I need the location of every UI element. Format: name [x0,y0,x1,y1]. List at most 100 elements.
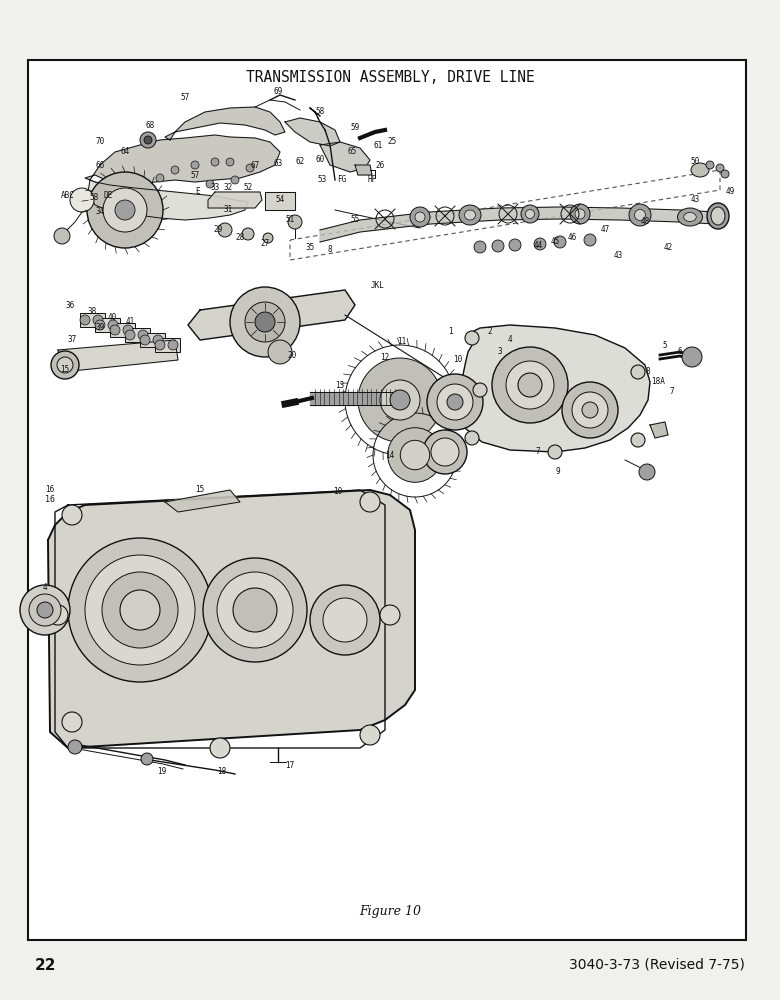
Circle shape [245,302,285,342]
Circle shape [390,390,410,410]
Circle shape [380,605,400,625]
Ellipse shape [521,205,539,223]
Text: 64: 64 [120,147,129,156]
Bar [110,323,135,337]
Circle shape [62,712,82,732]
Circle shape [87,172,163,248]
Circle shape [37,602,53,618]
Text: 2: 2 [488,328,492,336]
Text: E: E [196,188,200,196]
Polygon shape [320,142,370,172]
Circle shape [631,433,645,447]
Circle shape [102,572,178,648]
Text: 38: 38 [87,308,97,316]
Circle shape [506,361,554,409]
Text: 7: 7 [670,387,675,396]
Circle shape [380,380,420,420]
Circle shape [203,558,307,662]
Text: Figure 10: Figure 10 [359,906,421,918]
Text: 43: 43 [690,196,700,205]
Text: 14: 14 [385,450,395,460]
Text: 5: 5 [663,340,668,350]
Circle shape [360,725,380,745]
Polygon shape [58,340,178,372]
Circle shape [103,188,147,232]
Text: 11: 11 [397,338,406,347]
Text: 6: 6 [678,348,682,357]
Text: 16: 16 [45,486,55,494]
Circle shape [572,392,608,428]
Circle shape [246,164,254,172]
Circle shape [706,161,714,169]
Circle shape [95,320,105,330]
Circle shape [57,357,73,373]
Text: 40: 40 [108,314,117,322]
Circle shape [231,176,239,184]
Text: 10: 10 [453,356,463,364]
Circle shape [54,228,70,244]
Circle shape [156,174,164,182]
Ellipse shape [629,204,651,226]
Text: 37: 37 [67,336,76,344]
Text: 27: 27 [261,238,270,247]
Circle shape [70,188,94,212]
Text: 16: 16 [45,495,55,504]
Text: 12: 12 [381,354,390,362]
Circle shape [582,402,598,418]
Text: 53: 53 [317,176,327,184]
Circle shape [473,383,487,397]
Circle shape [639,464,655,480]
Circle shape [80,315,90,325]
Text: 18A: 18A [651,377,665,386]
Circle shape [168,340,178,350]
Circle shape [631,365,645,379]
Text: 36: 36 [66,300,75,310]
Circle shape [211,158,219,166]
Text: 50: 50 [690,157,700,166]
Text: 8: 8 [646,367,651,376]
Circle shape [226,158,234,166]
Text: 39: 39 [95,324,105,332]
Circle shape [242,228,254,240]
Text: 35: 35 [306,242,314,251]
Text: 7: 7 [536,448,541,456]
Text: 15: 15 [195,486,204,494]
Circle shape [465,431,479,445]
Circle shape [388,428,442,482]
Text: 22: 22 [35,958,56,972]
Text: 52: 52 [243,184,253,192]
Circle shape [153,335,163,345]
Text: 34: 34 [95,208,105,217]
Text: 41: 41 [126,318,135,326]
Text: 19: 19 [158,768,167,776]
Circle shape [68,538,212,682]
Text: ABC: ABC [61,190,75,200]
Circle shape [48,605,68,625]
Text: JKL: JKL [371,280,385,290]
Text: 55: 55 [350,216,360,225]
Circle shape [562,382,618,438]
Polygon shape [88,180,248,220]
Text: 63: 63 [273,159,282,168]
Circle shape [206,180,214,188]
Text: 20: 20 [287,351,296,360]
Circle shape [465,331,479,345]
Circle shape [29,594,61,626]
Ellipse shape [634,210,646,221]
Circle shape [62,505,82,525]
Text: DE: DE [104,190,112,200]
Circle shape [360,492,380,512]
Polygon shape [460,325,650,452]
Polygon shape [265,192,295,210]
Circle shape [110,325,120,335]
Circle shape [123,325,133,335]
Circle shape [584,234,596,246]
Ellipse shape [410,207,430,227]
Circle shape [155,340,165,350]
Circle shape [120,590,160,630]
Ellipse shape [415,212,425,222]
Circle shape [210,738,230,758]
Circle shape [400,440,430,470]
Ellipse shape [678,208,703,226]
Polygon shape [650,422,668,438]
